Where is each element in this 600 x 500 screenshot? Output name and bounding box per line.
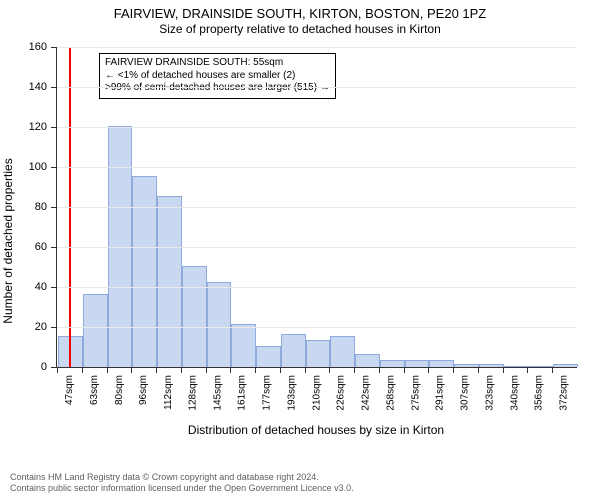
x-tick-label: 63sqm (89, 375, 100, 405)
x-tick-label: 291sqm (435, 375, 446, 411)
x-tick-label: 226sqm (336, 375, 347, 411)
x-tick-label: 242sqm (361, 375, 372, 411)
x-tick (280, 367, 281, 373)
y-axis-label: Number of detached properties (1, 159, 15, 324)
gridline (57, 47, 577, 48)
x-tick-label: 128sqm (187, 375, 198, 411)
y-tick-label: 20 (35, 321, 57, 333)
y-tick-label: 140 (29, 81, 57, 93)
histogram-bar (83, 294, 108, 367)
x-tick (181, 367, 182, 373)
histogram-bar (429, 360, 454, 367)
x-tick-label: 372sqm (559, 375, 570, 411)
x-tick (107, 367, 108, 373)
x-tick (428, 367, 429, 373)
x-tick (453, 367, 454, 373)
x-tick-label: 307sqm (460, 375, 471, 411)
plot-area: FAIRVIEW DRAINSIDE SOUTH: 55sqm← <1% of … (56, 47, 577, 368)
histogram-bar (281, 334, 306, 367)
chart-container: FAIRVIEW, DRAINSIDE SOUTH, KIRTON, BOSTO… (0, 0, 600, 500)
x-tick-label: 47sqm (64, 375, 75, 405)
plot-wrap: Number of detached properties FAIRVIEW D… (0, 41, 600, 441)
y-tick-label: 60 (35, 241, 57, 253)
x-tick-label: 96sqm (138, 375, 149, 405)
annotation-line: ← <1% of detached houses are smaller (2) (105, 70, 330, 83)
x-tick-label: 275sqm (410, 375, 421, 411)
histogram-bar (157, 196, 182, 367)
histogram-bar (528, 366, 553, 367)
x-tick-label: 177sqm (262, 375, 273, 411)
histogram-bar (479, 364, 504, 367)
histogram-bar (306, 340, 331, 367)
gridline (57, 327, 577, 328)
x-tick (527, 367, 528, 373)
x-tick-label: 193sqm (286, 375, 297, 411)
x-tick (230, 367, 231, 373)
x-tick (503, 367, 504, 373)
x-tick-label: 210sqm (311, 375, 322, 411)
x-tick-label: 80sqm (114, 375, 125, 405)
x-tick (131, 367, 132, 373)
y-tick-label: 0 (41, 361, 57, 373)
x-tick (57, 367, 58, 373)
annotation-line: >99% of semi-detached houses are larger … (105, 82, 330, 95)
gridline (57, 87, 577, 88)
y-tick-label: 80 (35, 201, 57, 213)
histogram-bar (256, 346, 281, 367)
y-tick-label: 40 (35, 281, 57, 293)
x-tick (305, 367, 306, 373)
x-tick-label: 323sqm (485, 375, 496, 411)
gridline (57, 167, 577, 168)
page-title: FAIRVIEW, DRAINSIDE SOUTH, KIRTON, BOSTO… (0, 6, 600, 22)
footer: Contains HM Land Registry data © Crown c… (10, 472, 590, 495)
gridline (57, 207, 577, 208)
y-tick-label: 120 (29, 121, 57, 133)
x-tick-label: 161sqm (237, 375, 248, 411)
x-tick-label: 112sqm (163, 375, 174, 410)
x-tick (379, 367, 380, 373)
gridline (57, 247, 577, 248)
histogram-bar (553, 364, 578, 367)
x-tick (156, 367, 157, 373)
x-tick-label: 258sqm (385, 375, 396, 411)
y-tick-label: 100 (29, 161, 57, 173)
x-tick-label: 356sqm (534, 375, 545, 411)
footer-line-2: Contains public sector information licen… (10, 483, 590, 494)
histogram-bar (182, 266, 207, 367)
footer-line-1: Contains HM Land Registry data © Crown c… (10, 472, 590, 483)
y-tick-label: 160 (29, 41, 57, 53)
histogram-bar (231, 324, 256, 367)
annotation-box: FAIRVIEW DRAINSIDE SOUTH: 55sqm← <1% of … (99, 53, 336, 99)
gridline (57, 287, 577, 288)
histogram-bar (405, 360, 430, 367)
histogram-bar (454, 364, 479, 367)
gridline (57, 127, 577, 128)
x-tick (206, 367, 207, 373)
histogram-bar (355, 354, 380, 367)
x-tick (354, 367, 355, 373)
annotation-line: FAIRVIEW DRAINSIDE SOUTH: 55sqm (105, 57, 330, 70)
histogram-bar (504, 366, 529, 367)
histogram-bar (330, 336, 355, 367)
x-tick-label: 145sqm (212, 375, 223, 411)
x-tick (404, 367, 405, 373)
x-tick (82, 367, 83, 373)
x-tick (255, 367, 256, 373)
page-subtitle: Size of property relative to detached ho… (0, 22, 600, 37)
x-tick (329, 367, 330, 373)
histogram-bar (380, 360, 405, 367)
x-tick-label: 340sqm (509, 375, 520, 411)
x-tick (552, 367, 553, 373)
x-axis-label: Distribution of detached houses by size … (56, 423, 576, 437)
histogram-bar (207, 282, 232, 367)
x-tick (478, 367, 479, 373)
histogram-bar (132, 176, 157, 367)
